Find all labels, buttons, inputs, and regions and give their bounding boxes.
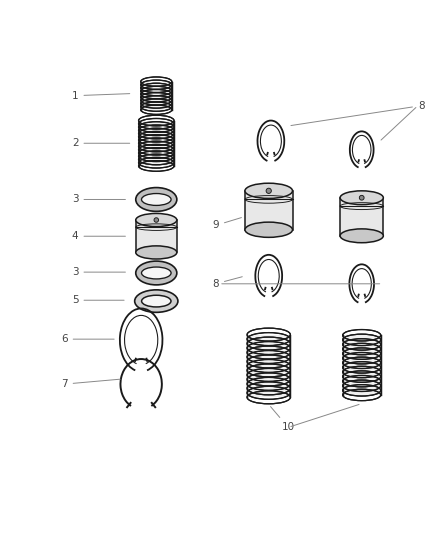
Bar <box>247 335 290 397</box>
Ellipse shape <box>136 246 177 259</box>
Ellipse shape <box>340 191 383 205</box>
Text: 3: 3 <box>72 195 125 205</box>
Bar <box>343 335 381 395</box>
Ellipse shape <box>340 229 383 243</box>
Ellipse shape <box>134 290 178 312</box>
Text: 9: 9 <box>212 217 241 230</box>
Bar <box>141 82 172 110</box>
Bar <box>136 220 177 253</box>
Bar <box>340 198 383 236</box>
Bar <box>245 191 293 230</box>
Ellipse shape <box>141 295 171 307</box>
Text: 4: 4 <box>72 231 125 241</box>
Ellipse shape <box>245 183 293 198</box>
Ellipse shape <box>136 213 177 227</box>
Text: 6: 6 <box>61 334 114 344</box>
Text: 1: 1 <box>72 91 130 101</box>
Ellipse shape <box>141 267 171 279</box>
Ellipse shape <box>136 261 177 285</box>
Text: 7: 7 <box>61 379 120 389</box>
Text: 8: 8 <box>291 101 424 126</box>
Circle shape <box>266 188 272 193</box>
Text: 2: 2 <box>72 138 130 148</box>
Bar <box>138 120 174 166</box>
Ellipse shape <box>245 222 293 237</box>
Text: 5: 5 <box>72 295 124 305</box>
Ellipse shape <box>136 188 177 212</box>
Text: 10: 10 <box>271 407 295 432</box>
Text: 8: 8 <box>212 277 242 289</box>
Ellipse shape <box>141 193 171 205</box>
Circle shape <box>154 218 159 222</box>
Text: 3: 3 <box>72 267 125 277</box>
Circle shape <box>359 196 364 200</box>
